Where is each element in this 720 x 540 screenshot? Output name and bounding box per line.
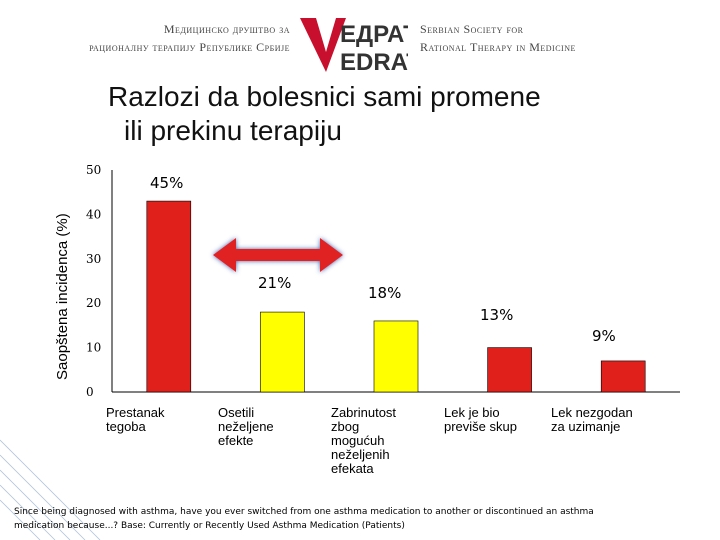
category-label: Lek nezgodan za uzimanje [551, 406, 661, 434]
medrat-logo-mark: ЕДРАТ EDRAT [300, 18, 421, 76]
bars [146, 200, 646, 393]
logo-text-cyrillic: ЕДРАТ [340, 21, 408, 48]
data-label: 13% [480, 306, 513, 324]
org-name-serbian-line1: Медицинско друштво за [163, 22, 290, 36]
y-axis-ticks: 0 10 20 30 40 50 [86, 163, 101, 399]
bar [373, 320, 419, 393]
category-label-line: zbog [331, 419, 360, 434]
bar [260, 311, 305, 393]
chart-title-line1: Razlozi da bolesnici sami promene [108, 81, 541, 112]
category-label: Lek je bio previše skup [444, 406, 554, 434]
data-label: 18% [368, 284, 401, 302]
category-label-line: Osetili [218, 405, 255, 420]
org-name-serbian-line2: рационалну терапију Републике Србије [89, 40, 290, 54]
category-label-line: tegoba [106, 419, 146, 434]
y-tick-label: 50 [86, 163, 101, 177]
category-label-line: efekte [218, 433, 254, 448]
org-name-serbian: Медицинско друштво за рационалну терапиј… [0, 20, 290, 56]
org-name-english: Serbian Society for Rational Therapy in … [420, 20, 670, 56]
y-tick-label: 30 [86, 252, 101, 266]
org-name-english-line1: Serbian Society for [420, 22, 524, 36]
category-label-line: neželjenih [331, 447, 390, 462]
footnote-line1: Since being diagnosed with asthma, have … [14, 507, 594, 517]
category-label-line: za uzimanje [551, 419, 621, 434]
category-label-line: Prestanak [106, 405, 165, 420]
category-label-line: mogućuh [331, 433, 385, 448]
logo-text-latin: EDRAT [340, 49, 408, 76]
bar [487, 347, 532, 393]
data-label: 45% [150, 174, 183, 192]
chart-title: Razlozi da bolesnici sami promene ili pr… [108, 80, 628, 148]
corner-decoration [0, 439, 101, 540]
medrat-logo: ЕДРАТ EDRAT [296, 12, 421, 76]
category-label: Prestanak tegoba [106, 406, 216, 434]
header: Медицинско друштво за рационалну терапиј… [0, 0, 720, 80]
bar [146, 200, 192, 393]
org-name-english-line2: Rational Therapy in Medicine [420, 40, 576, 54]
category-label-line: Zabrinutost [331, 405, 397, 420]
category-label-line: efekata [331, 461, 374, 476]
data-labels: 45% 21% 18% 13% 9% [150, 174, 616, 345]
y-tick-label: 20 [86, 296, 101, 310]
category-label-line: neželjene [218, 419, 274, 434]
category-label-line: Lek nezgodan [551, 405, 633, 420]
data-label: 9% [592, 327, 616, 345]
footnote: Since being diagnosed with asthma, have … [14, 505, 654, 533]
bar [600, 360, 646, 393]
y-tick-label: 10 [86, 341, 101, 355]
range-arrow [213, 238, 343, 272]
category-label: Osetili neželjene efekte [218, 406, 328, 448]
y-tick-label: 0 [86, 385, 94, 399]
y-tick-label: 40 [86, 207, 101, 221]
data-label: 21% [258, 274, 291, 292]
category-label-line: Lek je bio [444, 405, 500, 420]
category-label: Zabrinutost zbog mogućuh neželjenih efekata [331, 406, 441, 476]
chart-title-line2: ili prekinu terapiju [124, 115, 342, 146]
category-label-line: previše skup [444, 419, 517, 434]
footnote-line2: medication because...? Base: Currently o… [14, 521, 405, 531]
